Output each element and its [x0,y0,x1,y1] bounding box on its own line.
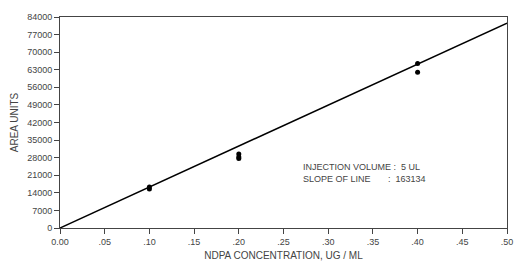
svg-text:.15: .15 [188,237,201,247]
svg-text:21000: 21000 [27,170,52,180]
svg-text:7000: 7000 [32,206,52,216]
svg-text:.40: .40 [411,237,424,247]
svg-text:INJECTION VOLUME : 5 ULSLOPE: INJECTION VOLUME : 5 ULSLOPE OF LINE : 1… [303,162,426,184]
svg-text:0.00: 0.00 [51,237,69,247]
svg-text:70000: 70000 [27,47,52,57]
svg-text:28000: 28000 [27,153,52,163]
svg-text:77000: 77000 [27,30,52,40]
svg-text:49000: 49000 [27,100,52,110]
svg-text:.05: .05 [98,237,111,247]
svg-text:.20: .20 [233,237,246,247]
svg-text:.10: .10 [143,237,156,247]
svg-text:63000: 63000 [27,65,52,75]
svg-text:14000: 14000 [27,188,52,198]
svg-text:.35: .35 [367,237,380,247]
svg-text:0: 0 [47,223,52,233]
svg-text:NDPA CONCENTRATION, UG / ML: NDPA CONCENTRATION, UG / ML [204,250,363,261]
svg-text:84000: 84000 [27,12,52,22]
svg-text:.30: .30 [322,237,335,247]
svg-text:42000: 42000 [27,118,52,128]
svg-text:56000: 56000 [27,82,52,92]
svg-text:35000: 35000 [27,135,52,145]
svg-text:.45: .45 [456,237,469,247]
svg-text:.50: .50 [501,237,514,247]
svg-text:.25: .25 [277,237,290,247]
svg-text:AREA UNITS: AREA UNITS [9,92,20,152]
